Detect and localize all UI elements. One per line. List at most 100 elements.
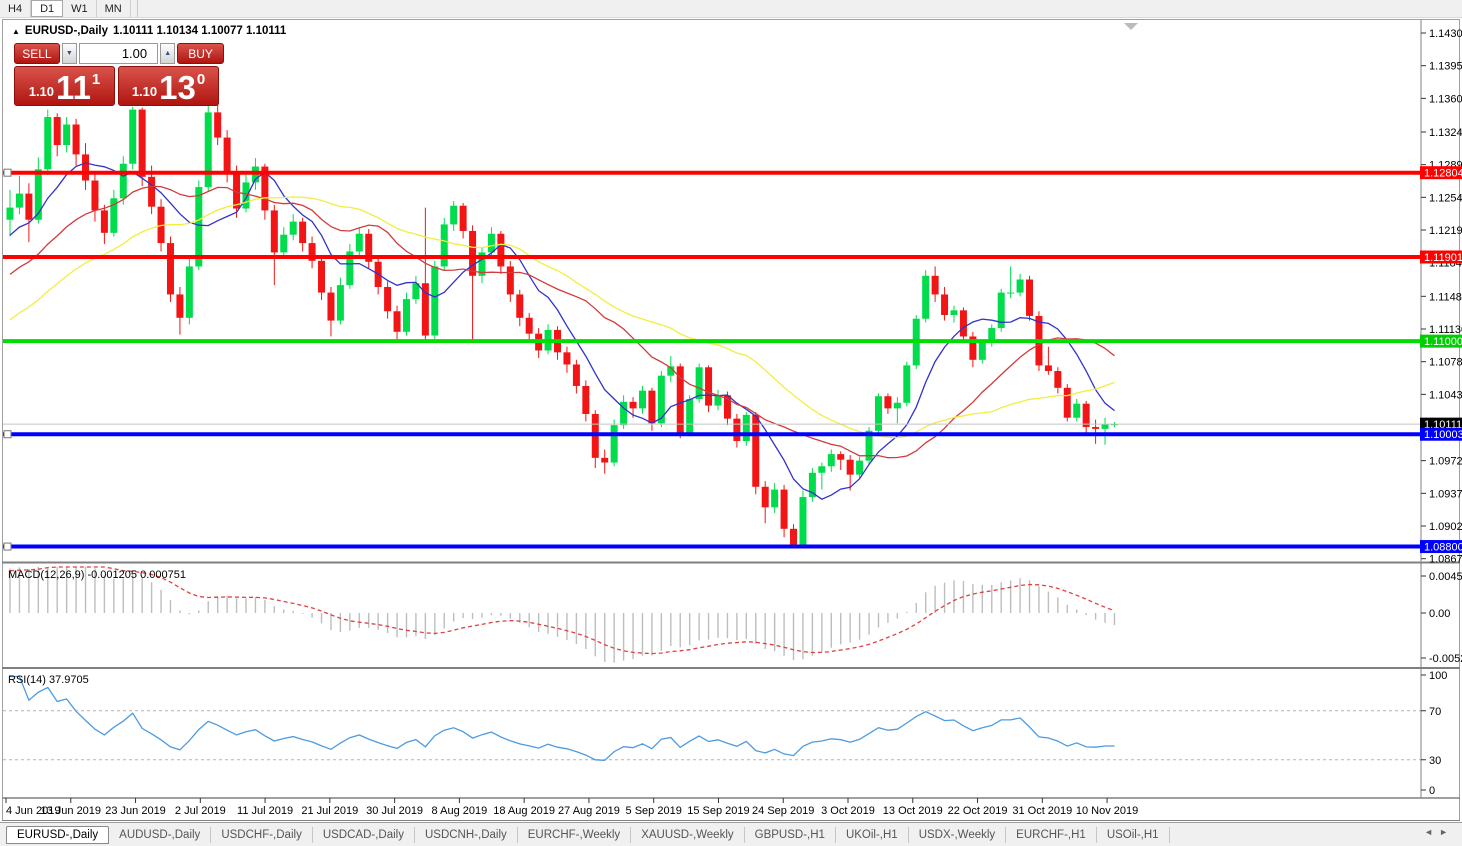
macd-axis-label: 0.004536 [1429, 571, 1462, 583]
moving-average-20 [9, 185, 1115, 459]
rsi-axis-label: 0 [1429, 785, 1435, 797]
timeframe-button-d1[interactable]: D1 [31, 0, 64, 17]
timeframe-button-mn[interactable]: MN [97, 0, 131, 17]
chart-tab-usdchf-daily[interactable]: USDCHF-,Daily [211, 826, 313, 843]
price-axis-label: 1.10430 [1429, 389, 1462, 401]
chart-tab-eurchf-h1[interactable]: EURCHF-,H1 [1006, 826, 1097, 843]
chart-title-ohlc: 1.10111 1.10134 1.10077 1.10111 [113, 25, 287, 37]
date-axis-label: 13 Jun 2019 [40, 805, 101, 817]
macd-signal-line [9, 566, 1115, 655]
buy-button[interactable]: BUY [177, 43, 224, 64]
price-axis-label: 1.09020 [1429, 521, 1462, 533]
price-axis-label: 1.09370 [1429, 488, 1462, 500]
date-axis-label: 18 Aug 2019 [493, 805, 555, 817]
chart-tab-gbpusd-h1[interactable]: GBPUSD-,H1 [745, 826, 836, 843]
timeframe-button-w1[interactable]: W1 [63, 0, 97, 17]
toolbar-divider [131, 0, 138, 17]
chart-tab-audusd-daily[interactable]: AUDUSD-,Daily [109, 826, 212, 843]
date-axis-label: 10 Nov 2019 [1076, 805, 1138, 817]
chart-title: ▲ EURUSD-,Daily 1.10111 1.10134 1.10077 … [12, 25, 286, 37]
price-axis-label: 1.14300 [1429, 28, 1462, 40]
macd-axis-label: 0.00 [1429, 608, 1450, 620]
moving-average-34 [9, 196, 1115, 439]
sell-price-pip: 1 [91, 71, 101, 88]
buy-price-big: 13 [159, 68, 196, 106]
volume-increase-button[interactable]: ▲ [160, 43, 176, 64]
date-axis-label: 11 Jul 2019 [237, 805, 293, 817]
macd-label: MACD(12,26,9) -0.001205 0.000751 [8, 569, 186, 581]
tab-scroll-arrows[interactable]: ◄► [1424, 827, 1454, 837]
buy-price-pip: 0 [196, 71, 206, 88]
date-axis-label: 5 Sep 2019 [626, 805, 682, 817]
price-axis[interactable]: 1.143001.139501.136001.132401.128901.125… [1420, 28, 1462, 566]
price-badge [1420, 540, 1462, 554]
buy-price-box[interactable]: 1.10 13 0 [118, 66, 219, 106]
date-axis-label: 23 Jun 2019 [105, 805, 166, 817]
price-axis-label: 1.12190 [1429, 225, 1462, 237]
price-axis-label: 1.11480 [1429, 291, 1462, 303]
price-badge [1420, 427, 1462, 441]
chart-tab-usdcnh-daily[interactable]: USDCNH-,Daily [415, 826, 518, 843]
macd-indicator [9, 566, 1116, 663]
price-axis-label: 1.13950 [1429, 61, 1462, 73]
chart-tab-xauusd-weekly[interactable]: XAUUSD-,Weekly [631, 826, 745, 843]
line-drag-handle [3, 168, 12, 177]
macd-axis: 0.004536 0.00 -0.005205 [1421, 571, 1462, 665]
rsi-axis-label: 30 [1429, 755, 1441, 767]
date-axis-label: 31 Oct 2019 [1012, 805, 1072, 817]
price-badge-label: 1.11000 [1424, 336, 1462, 348]
chart-tab-eurchf-weekly[interactable]: EURCHF-,Weekly [518, 826, 632, 843]
sell-button[interactable]: SELL [14, 43, 60, 64]
macd-axis-label: -0.005205 [1429, 653, 1462, 665]
rsi-axis-label: 70 [1429, 706, 1441, 718]
date-axis-label: 24 Sep 2019 [752, 805, 814, 817]
price-badge [1420, 166, 1462, 180]
chart-tab-usoil-h1[interactable]: USOil-,H1 [1097, 826, 1170, 843]
rsi-axis-label: 100 [1429, 670, 1447, 682]
chart-tab-usdx-weekly[interactable]: USDX-,Weekly [909, 826, 1007, 843]
chevron-up-icon: ▲ [164, 50, 172, 57]
line-drag-handle [3, 430, 12, 439]
timeframe-button-h4[interactable]: H4 [0, 0, 32, 17]
price-badge [1420, 334, 1462, 348]
chart-shift-marker-icon[interactable] [1124, 23, 1138, 30]
date-axis-label: 2 Jul 2019 [175, 805, 226, 817]
price-axis-label: 1.09720 [1429, 456, 1462, 468]
date-axis-label: 22 Oct 2019 [948, 805, 1008, 817]
date-axis-label: 3 Oct 2019 [821, 805, 875, 817]
chevron-down-icon: ▼ [65, 50, 73, 57]
rsi-line [10, 675, 1115, 761]
price-badge-label: 1.11901 [1424, 252, 1462, 264]
buy-price-small: 1.10 [131, 84, 158, 99]
rsi-indicator [3, 675, 1421, 761]
chart-tab-usdcad-daily[interactable]: USDCAD-,Daily [313, 826, 415, 843]
timeframe-toolbar: H4 D1 W1 MN [0, 0, 1462, 18]
rsi-label: RSI(14) 37.9705 [8, 674, 89, 686]
chart-title-symbol: EURUSD-,Daily [24, 25, 108, 37]
price-axis-label: 1.13600 [1429, 93, 1462, 105]
chart-tab-ukoil-h1[interactable]: UKOil-,H1 [836, 826, 909, 843]
price-badge [1420, 250, 1462, 264]
volume-decrease-button[interactable]: ▼ [61, 43, 77, 64]
chart-tab-bar: EURUSD-,Daily AUDUSD-,Daily USDCHF-,Daily U… [0, 822, 1462, 846]
moving-average-8 [9, 162, 1115, 500]
price-badge-label: 1.08800 [1424, 542, 1462, 554]
horizontal-level-lines[interactable] [3, 168, 1421, 551]
price-badge-label: 1.12804 [1424, 168, 1462, 180]
volume-input[interactable]: 1.00 [78, 43, 159, 64]
date-axis-label: 27 Aug 2019 [558, 805, 620, 817]
line-drag-handle [3, 542, 12, 551]
sell-price-small: 1.10 [28, 84, 55, 99]
price-badge [1420, 417, 1462, 431]
price-axis-label: 1.10780 [1429, 357, 1462, 369]
price-axis-label: 1.13240 [1429, 127, 1462, 139]
price-badge-label: 1.10003 [1424, 429, 1462, 441]
sell-price-box[interactable]: 1.10 11 1 [14, 66, 115, 106]
date-axis-label: 30 Jul 2019 [366, 805, 423, 817]
symbol-collapse-icon[interactable]: ▲ [12, 26, 20, 36]
one-click-trading-panel: SELL ▼ 1.00 ▲ BUY 1.10 11 1 1.10 13 0 [14, 43, 224, 106]
chart-tab-eurusd-daily[interactable]: EURUSD-,Daily [6, 825, 110, 844]
sell-price-big: 11 [56, 68, 91, 106]
